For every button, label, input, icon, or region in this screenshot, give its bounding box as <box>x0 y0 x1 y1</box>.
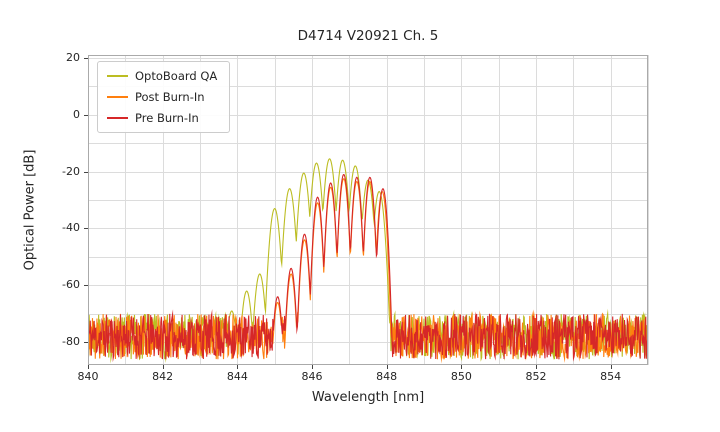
legend-label-pre-burn-in: Pre Burn-In <box>135 111 199 125</box>
y-tick-label: -40 <box>62 221 80 235</box>
y-tick-label: 20 <box>66 50 80 64</box>
legend-label-optoboard-qa: OptoBoard QA <box>135 69 218 83</box>
x-tick-label: 852 <box>525 370 547 383</box>
x-tick-label: 848 <box>376 370 398 383</box>
x-axis-label: Wavelength [nm] <box>311 390 425 405</box>
y-tick-label: -20 <box>62 164 80 178</box>
y-tick-label: 0 <box>73 107 80 121</box>
x-tick-label: 840 <box>77 370 99 383</box>
x-tick-label: 846 <box>301 370 323 383</box>
y-tick-label: -60 <box>62 278 80 292</box>
x-tick-label: 854 <box>600 370 622 383</box>
legend: OptoBoard QA Post Burn-In Pre Burn-In <box>97 61 231 133</box>
x-tick-label: 850 <box>450 370 472 383</box>
x-tick-label: 844 <box>226 370 248 383</box>
legend-item-optoboard-qa: OptoBoard QA <box>107 69 217 83</box>
y-tick-label: -80 <box>62 335 80 349</box>
chart-title: D4714 V20921 Ch. 5 <box>297 28 439 44</box>
legend-label-post-burn-in: Post Burn-In <box>135 90 205 104</box>
legend-line-post-burn-in <box>107 96 128 98</box>
legend-line-pre-burn-in <box>107 117 128 119</box>
legend-line-optoboard-qa <box>107 75 128 77</box>
x-tick-label: 842 <box>152 370 174 383</box>
legend-item-post-burn-in: Post Burn-In <box>107 90 217 104</box>
legend-item-pre-burn-in: Pre Burn-In <box>107 111 217 125</box>
